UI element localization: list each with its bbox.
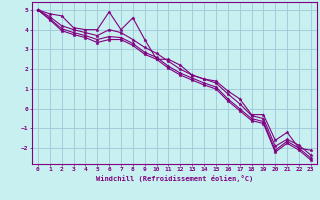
X-axis label: Windchill (Refroidissement éolien,°C): Windchill (Refroidissement éolien,°C): [96, 175, 253, 182]
